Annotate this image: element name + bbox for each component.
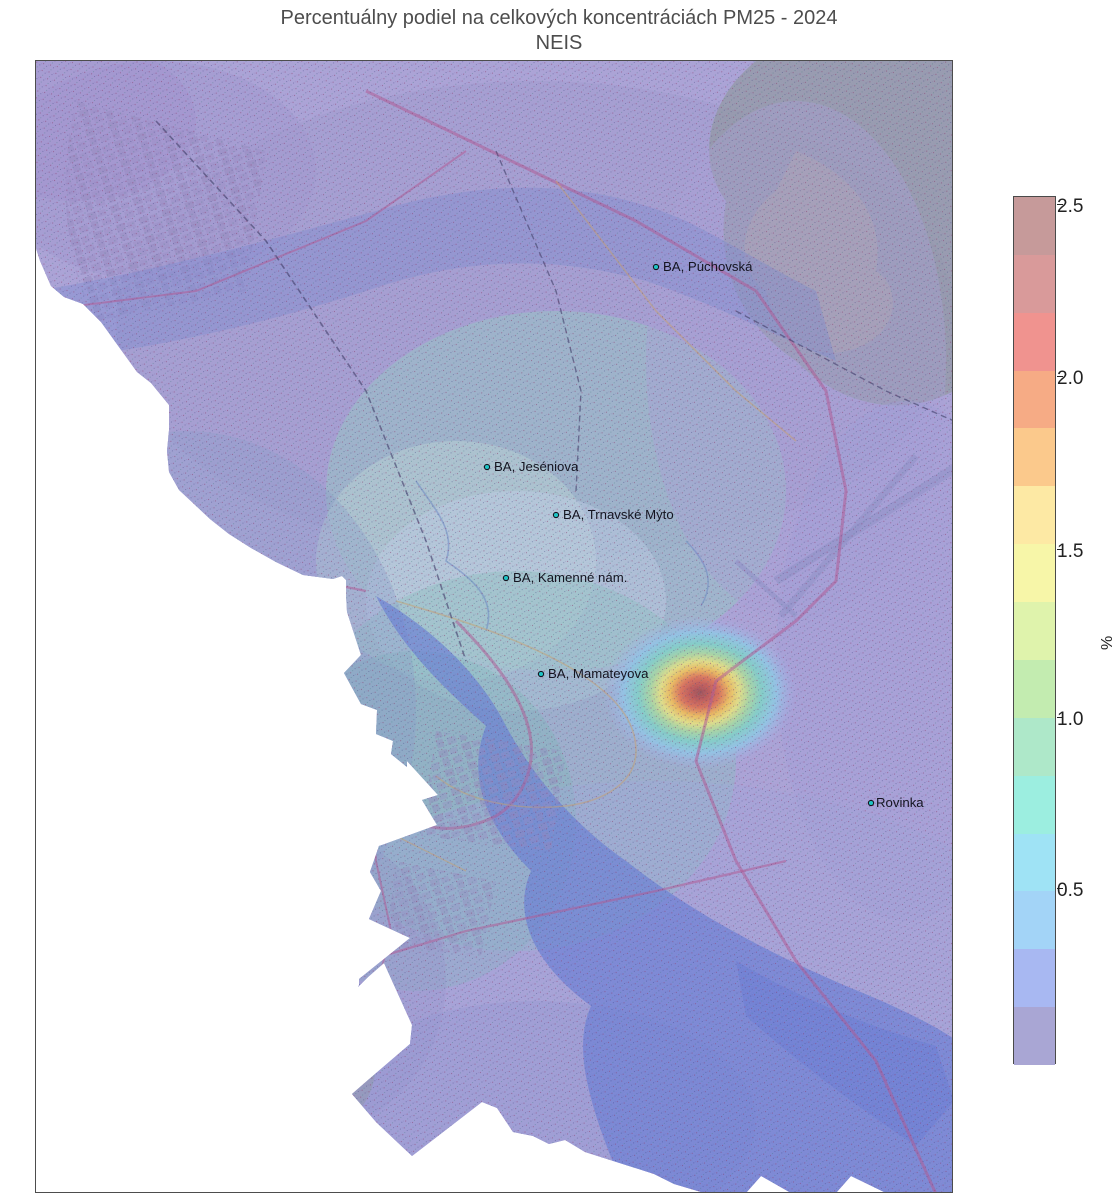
svg-text:BA, Kamenné nám.: BA, Kamenné nám. (513, 570, 627, 585)
svg-text:BA, Trnavské Mýto: BA, Trnavské Mýto (563, 507, 674, 522)
svg-text:Rovinka: Rovinka (876, 795, 924, 810)
svg-text:BA, Mamateyova: BA, Mamateyova (548, 666, 649, 681)
svg-text:BA, Púchovská: BA, Púchovská (663, 259, 753, 274)
svg-text:BA, Jeséniova: BA, Jeséniova (494, 459, 579, 474)
